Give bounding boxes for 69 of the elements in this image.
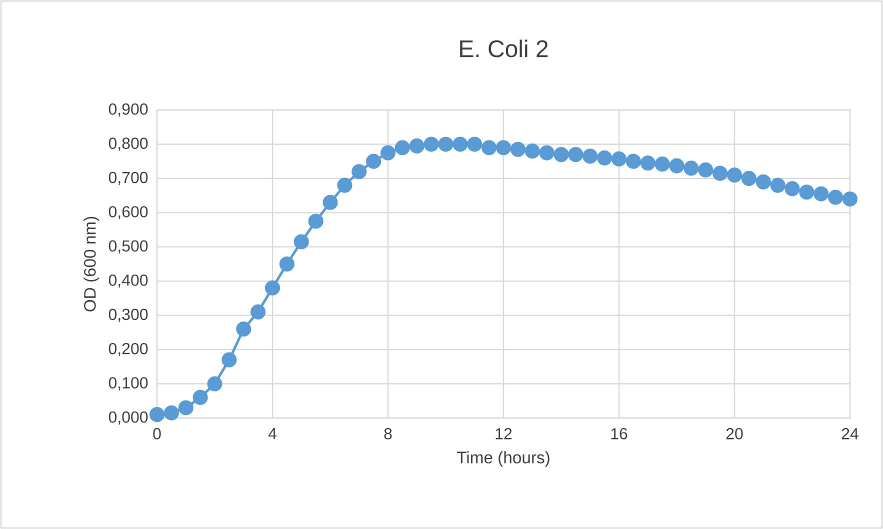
point xyxy=(452,136,468,152)
point xyxy=(366,154,382,169)
point xyxy=(611,151,627,166)
point xyxy=(178,400,194,416)
point xyxy=(510,142,526,157)
point xyxy=(482,140,497,156)
point xyxy=(380,145,396,160)
chart-title: E. Coli 2 xyxy=(460,40,548,58)
x-tick-label: 8 xyxy=(384,428,392,440)
point xyxy=(828,190,844,205)
x-tick-label: 24 xyxy=(842,428,858,440)
x-axis-title: Time (hours) xyxy=(456,451,550,467)
y-tick-label: 0,200 xyxy=(108,342,148,356)
point xyxy=(438,136,454,152)
point xyxy=(236,321,252,337)
point xyxy=(409,138,424,154)
point xyxy=(640,156,656,171)
y-tick-label: 0,900 xyxy=(108,103,148,117)
point xyxy=(684,160,699,176)
point xyxy=(308,214,324,229)
point xyxy=(626,154,641,169)
point xyxy=(192,390,208,405)
point xyxy=(814,186,829,202)
x-tick-label: 12 xyxy=(496,428,512,440)
x-tick-label: 20 xyxy=(726,428,743,440)
point xyxy=(524,144,540,159)
point xyxy=(770,178,786,193)
point xyxy=(424,136,439,152)
y-tick-label: 0,700 xyxy=(108,172,148,186)
point xyxy=(222,352,237,368)
x-tick-label: 0 xyxy=(153,428,161,440)
point xyxy=(842,191,858,207)
point xyxy=(554,146,569,162)
point xyxy=(337,178,352,193)
y-tick-label: 0,800 xyxy=(108,138,148,151)
y-tick-label: 0,100 xyxy=(108,377,148,390)
y-tick-label: 0,000 xyxy=(108,411,148,425)
point xyxy=(207,376,222,392)
point xyxy=(496,140,512,156)
point xyxy=(799,184,814,200)
x-tick-label: 4 xyxy=(268,428,276,440)
point xyxy=(394,140,410,156)
point xyxy=(539,145,554,160)
y-tick-label: 0,600 xyxy=(108,206,148,220)
point xyxy=(322,194,338,210)
point xyxy=(582,148,598,164)
point xyxy=(654,156,670,172)
point xyxy=(294,234,309,250)
y-tick-label: 0,500 xyxy=(108,240,148,254)
point xyxy=(250,304,266,320)
point xyxy=(756,174,771,190)
point xyxy=(279,256,294,272)
point xyxy=(726,167,742,183)
point xyxy=(164,405,179,420)
y-tick-label: 0,300 xyxy=(108,308,148,322)
point xyxy=(149,407,165,422)
point xyxy=(568,146,584,162)
x-tick-label: 16 xyxy=(611,428,628,440)
point xyxy=(712,166,728,181)
point xyxy=(698,162,714,178)
point xyxy=(467,136,482,152)
point xyxy=(669,158,684,174)
point xyxy=(597,150,612,166)
y-axis-title: OD (600 nm) xyxy=(84,216,100,312)
point xyxy=(264,280,280,296)
point xyxy=(352,164,367,180)
point xyxy=(784,181,800,196)
y-tick-label: 0,400 xyxy=(108,274,148,288)
point xyxy=(741,170,756,186)
